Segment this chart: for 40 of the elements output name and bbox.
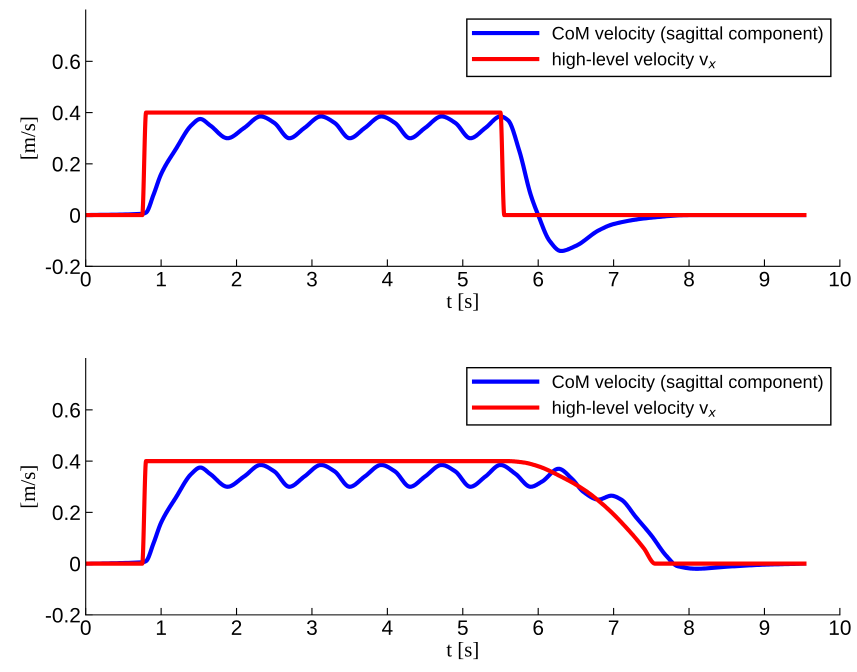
y-tick-label: -0.2 bbox=[46, 608, 80, 623]
x-tick-label: 7 bbox=[608, 272, 618, 286]
y-axis-title: [m/s] bbox=[20, 118, 38, 159]
x-axis-title: t [s] bbox=[446, 642, 478, 660]
x-tick-label: 0 bbox=[80, 272, 91, 287]
x-tick-label: 9 bbox=[760, 620, 770, 636]
y-tick-label: 0.4 bbox=[52, 106, 80, 120]
x-tick-label: 7 bbox=[608, 620, 618, 635]
x-axis-title: t [s] bbox=[446, 293, 478, 311]
x-tick-label: 2 bbox=[232, 620, 242, 635]
x-tick-label: 4 bbox=[382, 272, 393, 286]
x-tick-label: 6 bbox=[533, 272, 544, 287]
y-tick-label: 0 bbox=[70, 208, 80, 223]
x-tick-label: 3 bbox=[306, 620, 317, 636]
x-tick-label: 3 bbox=[306, 272, 317, 287]
y-axis-title: [m/s] bbox=[20, 466, 38, 508]
x-tick-label: 1 bbox=[156, 272, 166, 286]
x-tick-label: 4 bbox=[382, 620, 393, 635]
x-tick-label: 8 bbox=[684, 620, 694, 636]
x-tick-label: 5 bbox=[458, 272, 468, 287]
x-tick-label: 10 bbox=[830, 272, 851, 287]
x-tick-label: 10 bbox=[830, 620, 851, 636]
x-tick-label: 1 bbox=[156, 620, 166, 635]
x-tick-label: 0 bbox=[80, 620, 91, 636]
x-tick-label: 5 bbox=[458, 620, 468, 636]
x-tick-label: 9 bbox=[760, 272, 770, 287]
legend-label: high-level velocity v$_{x}$ bbox=[552, 400, 716, 418]
legend-label: high-level velocity v$_{x}$ bbox=[552, 52, 716, 70]
y-tick-label: 0.2 bbox=[52, 505, 80, 520]
y-tick-label: 0.6 bbox=[52, 402, 80, 418]
legend-label: CoM velocity (sagittal component) bbox=[552, 374, 823, 392]
legend-label: CoM velocity (sagittal component) bbox=[552, 26, 823, 44]
y-tick-label: 0.4 bbox=[52, 454, 80, 469]
x-tick-label: 2 bbox=[232, 272, 242, 286]
y-tick-label: 0.2 bbox=[52, 156, 80, 172]
y-tick-label: -0.2 bbox=[46, 259, 80, 274]
y-tick-label: 0 bbox=[70, 556, 80, 572]
x-tick-label: 8 bbox=[684, 272, 694, 287]
y-tick-label: 0.6 bbox=[52, 54, 80, 70]
x-tick-label: 6 bbox=[533, 620, 544, 636]
